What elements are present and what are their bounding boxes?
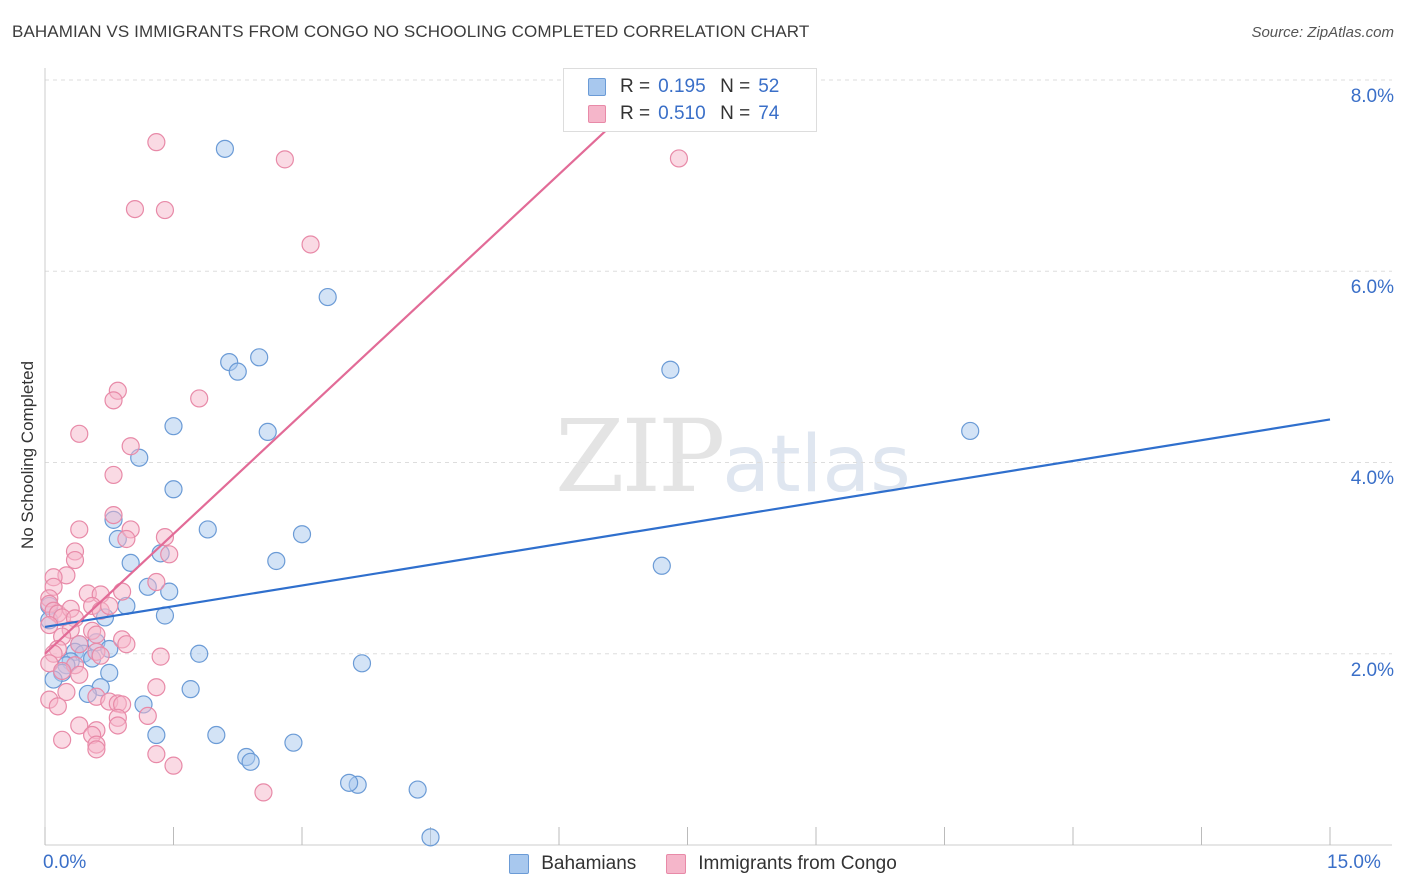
- congo-point: [138, 706, 157, 726]
- bahamians-trend-line: [44, 418, 1331, 629]
- congo-trend-line: [44, 69, 672, 655]
- congo-point: [104, 465, 123, 485]
- legend-swatch-pink: [666, 854, 687, 874]
- congo-point: [70, 424, 89, 443]
- congo-point: [147, 133, 166, 152]
- legend-swatch-pink: [588, 105, 606, 123]
- congo-point: [48, 697, 67, 716]
- bahamians-point: [661, 360, 680, 379]
- chart-title: BAHAMIAN VS IMMIGRANTS FROM CONGO NO SCH…: [12, 22, 810, 41]
- bahamians-point: [318, 287, 337, 307]
- watermark-atlas: atlas: [722, 420, 911, 510]
- legend-n-label: N =: [720, 76, 751, 97]
- legend-swatch-blue: [588, 78, 606, 96]
- congo-point: [91, 646, 110, 665]
- congo-point: [117, 529, 136, 549]
- bahamians-point: [250, 348, 269, 367]
- congo-point: [53, 730, 72, 749]
- congo-point: [121, 437, 140, 456]
- legend-label-bahamians: Bahamians: [541, 853, 637, 874]
- y-tick-label-6: 6.0%: [1350, 277, 1394, 298]
- congo-point: [70, 716, 89, 735]
- bahamians-point: [228, 362, 247, 381]
- congo-point: [108, 716, 127, 735]
- x-tick-label-min: 0.0%: [43, 852, 87, 873]
- bahamians-point: [198, 520, 217, 539]
- bahamians-point: [421, 828, 440, 847]
- bahamians-point: [207, 725, 226, 745]
- y-tick-label-4: 4.0%: [1350, 468, 1394, 489]
- congo-point: [151, 647, 170, 666]
- watermark-zip: ZIP: [555, 398, 725, 515]
- bahamians-point: [652, 556, 671, 575]
- congo-point: [70, 520, 89, 539]
- congo-point: [104, 505, 123, 525]
- congo-point: [100, 596, 119, 616]
- legend-r-label: R =: [620, 76, 651, 97]
- legend-r-label: R =: [620, 103, 651, 124]
- correlation-legend: R = 0.195 N = 52 R = 0.510 N = 74: [563, 68, 817, 132]
- legend-label-congo: Immigrants from Congo: [698, 853, 897, 874]
- congo-point: [70, 635, 89, 654]
- legend-row-bahamians: R = 0.195 N = 52: [588, 74, 779, 100]
- congo-point: [65, 550, 85, 570]
- congo-point: [155, 527, 175, 547]
- bahamians-point: [340, 773, 359, 792]
- series-legend: Bahamians Immigrants from Congo: [0, 850, 1406, 878]
- congo-point: [125, 199, 145, 219]
- congo-point: [147, 572, 166, 592]
- congo-point: [301, 235, 320, 254]
- bahamians-point: [241, 752, 260, 771]
- bahamians-point: [121, 553, 140, 573]
- bahamians-point: [181, 680, 200, 699]
- bahamians-point: [164, 480, 183, 499]
- watermark: ZIPatlas: [555, 398, 911, 515]
- bahamians-point: [190, 644, 209, 663]
- congo-point: [155, 200, 175, 220]
- congo-point: [190, 389, 209, 408]
- bahamians-point: [284, 733, 303, 752]
- y-tick-label-8: 8.0%: [1350, 86, 1394, 107]
- congo-point: [147, 745, 166, 764]
- bahamians-point: [164, 417, 183, 436]
- bahamians-point: [258, 422, 277, 441]
- congo-point: [254, 783, 273, 802]
- congo-point: [275, 150, 294, 169]
- legend-r-value: 0.195: [658, 76, 706, 97]
- congo-point: [104, 391, 123, 410]
- congo-point: [164, 756, 183, 775]
- legend-n-label: N =: [720, 103, 751, 124]
- bahamians-point: [215, 139, 234, 158]
- y-axis-label: No Schooling Completed: [18, 360, 37, 550]
- legend-swatch-blue: [509, 854, 530, 874]
- legend-item-bahamians[interactable]: Bahamians: [509, 853, 636, 875]
- legend-n-value: 74: [758, 103, 780, 124]
- congo-point: [112, 582, 132, 601]
- congo-point: [117, 635, 136, 654]
- congo-point: [53, 661, 72, 681]
- bahamians-point: [352, 654, 372, 673]
- bahamians-point: [100, 663, 119, 682]
- congo-point: [160, 545, 179, 564]
- bahamians-point: [147, 725, 166, 745]
- legend-n-value: 52: [758, 76, 780, 97]
- congo-point: [147, 678, 166, 697]
- legend-r-value: 0.510: [658, 103, 706, 124]
- congo-point: [669, 149, 689, 168]
- congo-point: [70, 665, 89, 684]
- legend-item-congo[interactable]: Immigrants from Congo: [666, 853, 897, 875]
- source-credit: Source: ZipAtlas.com: [1251, 24, 1394, 41]
- bahamians-point: [961, 421, 980, 441]
- congo-point: [87, 740, 106, 759]
- bahamians-point: [292, 525, 312, 544]
- bahamians-point: [408, 780, 427, 799]
- y-tick-label-2: 2.0%: [1350, 660, 1394, 681]
- bahamians-point: [267, 551, 286, 571]
- x-tick-label-max: 15.0%: [1327, 852, 1381, 873]
- legend-row-congo: R = 0.510 N = 74: [588, 101, 779, 127]
- congo-point: [57, 682, 76, 702]
- bahamians-point: [160, 582, 179, 601]
- congo-point: [87, 625, 106, 644]
